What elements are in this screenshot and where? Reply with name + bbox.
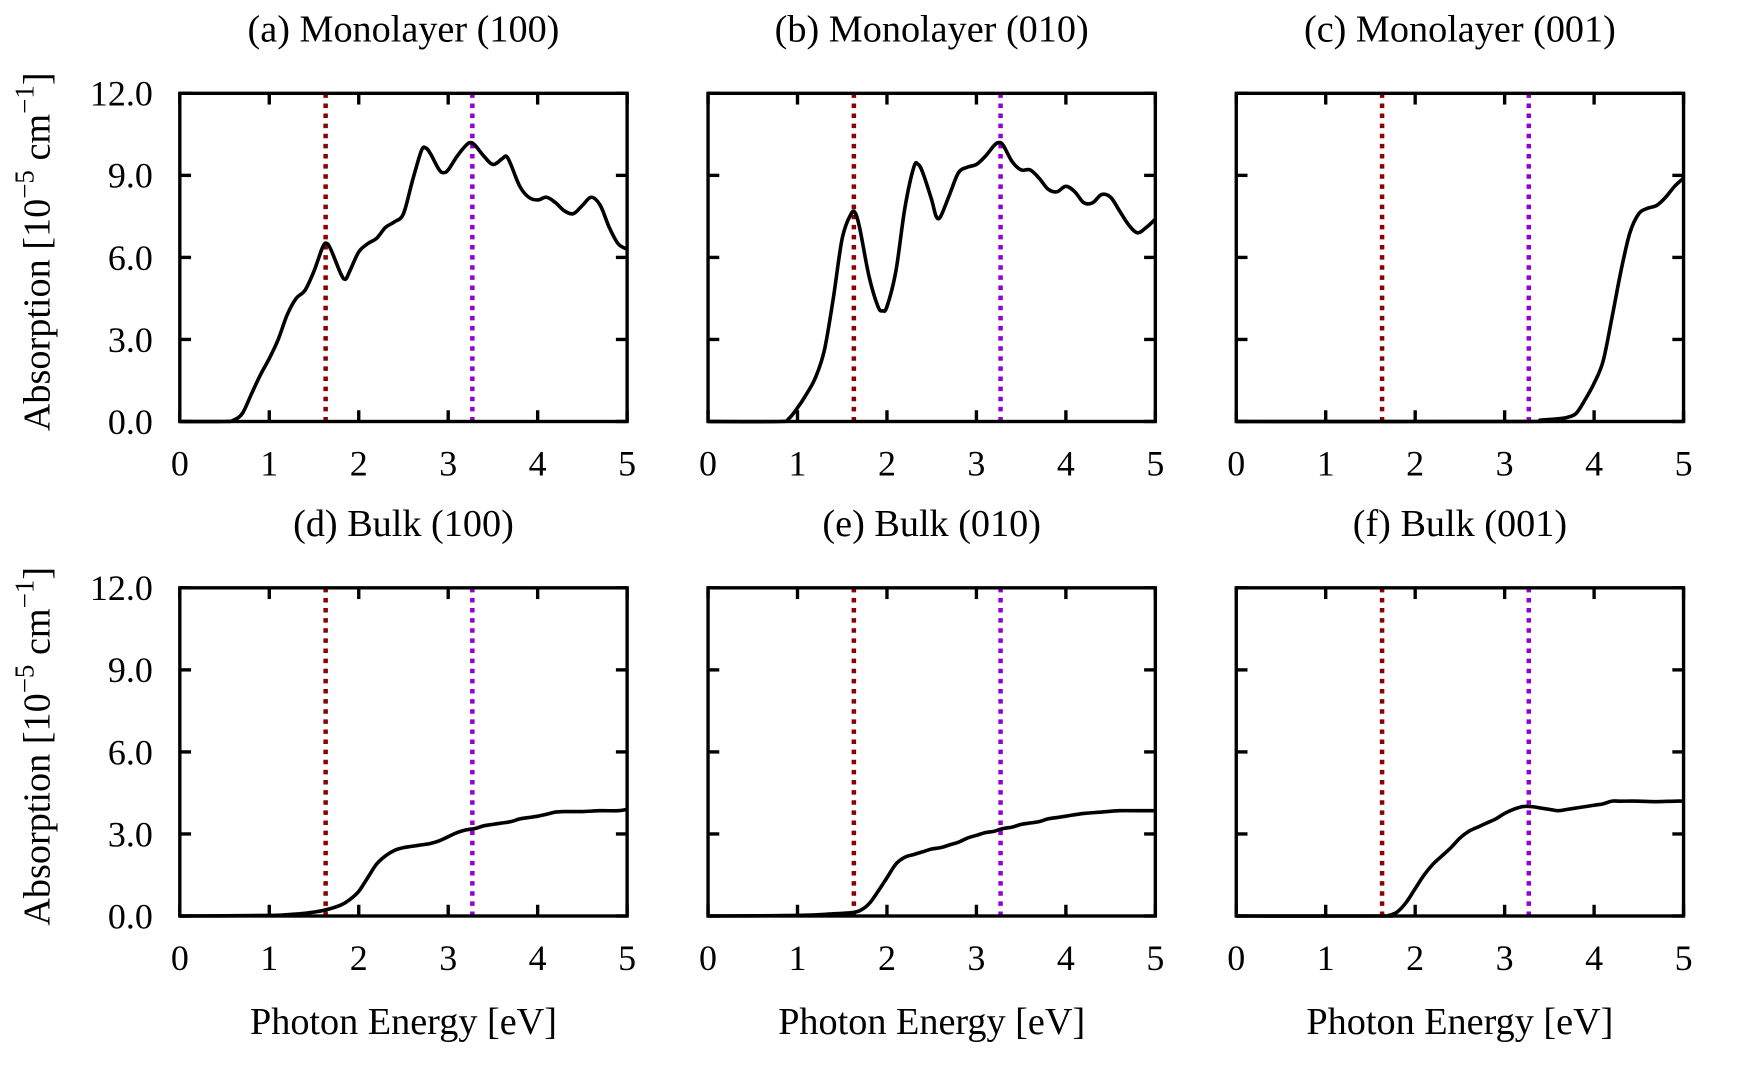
absorption-curve — [179, 140, 629, 424]
x-tick-label: 5 — [1675, 443, 1693, 483]
x-tick-label: 2 — [878, 443, 896, 483]
panel-title: (d) Bulk (100) — [293, 503, 514, 545]
plot-frame — [178, 91, 629, 424]
y-tick-label: 12.0 — [90, 568, 153, 608]
panel-title: (a) Monolayer (100) — [248, 9, 560, 51]
x-tick-label: 3 — [967, 443, 985, 483]
panel-d: (d) Bulk (100) 0 1 2 3 4 5 0.0 3.0 6.0 9.0 12.0 Abso… — [10, 503, 636, 1043]
y-axis-label-end: ] — [16, 567, 58, 580]
panel-f: (f) Bulk (001) 0 1 2 3 4 5 Photon Energy [eV] — [1227, 503, 1692, 1043]
y-axis-label-exp1: −5 — [10, 665, 40, 694]
x-tick-label: 5 — [618, 443, 636, 483]
x-tick-label: 4 — [1057, 443, 1075, 483]
panel-title: (b) Monolayer (010) — [775, 9, 1089, 51]
x-tick-label: 5 — [1146, 938, 1164, 978]
y-axis-label-mid: cm — [16, 114, 58, 171]
x-tick-label: 2 — [878, 938, 896, 978]
x-tick-label: 1 — [789, 443, 807, 483]
x-tick-label: 2 — [350, 938, 368, 978]
absorption-curve — [179, 807, 628, 918]
x-tick-label: 3 — [439, 938, 457, 978]
panel-e: (e) Bulk (010) 0 1 2 3 4 5 Photon Energy [eV] — [699, 503, 1164, 1043]
x-tick-label: 1 — [260, 443, 278, 483]
x-tick-label: 2 — [1406, 443, 1424, 483]
x-axis-label: Photon Energy [eV] — [1306, 1001, 1613, 1043]
y-axis-label-exp2: −1 — [10, 580, 40, 609]
y-axis-label: Absorption [10−5 cm−1] — [10, 567, 59, 926]
x-tick-label: 5 — [1146, 443, 1164, 483]
absorption-curve — [708, 140, 1157, 424]
y-axis-label-end: ] — [16, 72, 58, 85]
plot-frame — [1234, 586, 1686, 918]
x-tick-label: 0 — [1227, 443, 1245, 483]
x-tick-label: 4 — [1057, 938, 1075, 978]
x-tick-label: 0 — [699, 443, 717, 483]
x-tick-label: 0 — [699, 938, 717, 978]
y-tick-label: 9.0 — [108, 650, 153, 690]
x-tick-label: 3 — [967, 938, 985, 978]
x-axis-label: Photon Energy [eV] — [778, 1001, 1085, 1043]
x-tick-label: 3 — [1496, 938, 1514, 978]
y-tick-label: 3.0 — [108, 320, 153, 360]
x-tick-label: 2 — [350, 443, 368, 483]
y-tick-label: 12.0 — [90, 74, 153, 114]
y-axis-label-exp1: −5 — [10, 170, 40, 199]
y-tick-label: 0.0 — [108, 402, 153, 442]
y-tick-label: 6.0 — [108, 732, 153, 772]
y-tick-label: 6.0 — [108, 238, 153, 278]
y-axis-label: Absorption [10−5 cm−1] — [10, 72, 59, 431]
x-axis-label: Photon Energy [eV] — [250, 1001, 557, 1043]
x-tick-label: 3 — [439, 443, 457, 483]
absorption-curve — [1236, 799, 1684, 918]
x-tick-label: 2 — [1406, 938, 1424, 978]
plot-frame — [706, 586, 1158, 918]
y-axis-label-mid: cm — [16, 608, 58, 665]
x-tick-label: 0 — [171, 443, 189, 483]
x-tick-label: 3 — [1496, 443, 1514, 483]
plot-frame — [706, 91, 1158, 424]
x-tick-label: 4 — [529, 938, 547, 978]
x-tick-label: 1 — [789, 938, 807, 978]
x-tick-label: 4 — [529, 443, 547, 483]
x-tick-label: 5 — [618, 938, 636, 978]
y-axis-label-exp2: −1 — [10, 85, 40, 114]
x-tick-label: 4 — [1585, 938, 1603, 978]
absorption-curve — [1236, 176, 1685, 424]
panel-title: (f) Bulk (001) — [1353, 503, 1567, 545]
panel-title: (c) Monolayer (001) — [1304, 9, 1616, 51]
y-tick-label: 3.0 — [108, 814, 153, 854]
x-tick-label: 4 — [1585, 443, 1603, 483]
y-tick-label: 9.0 — [108, 156, 153, 196]
plot-frame — [178, 586, 629, 918]
y-axis-label-main: Absorption [10 — [16, 199, 58, 431]
panel-title: (e) Bulk (010) — [822, 503, 1041, 545]
x-tick-label: 0 — [1227, 938, 1245, 978]
x-tick-label: 1 — [1317, 938, 1335, 978]
x-tick-label: 1 — [1317, 443, 1335, 483]
panel-b: (b) Monolayer (010) 0 1 2 3 4 5 — [699, 9, 1164, 484]
y-axis-label-main: Absorption [10 — [16, 693, 58, 925]
x-tick-label: 0 — [171, 938, 189, 978]
x-tick-label: 1 — [260, 938, 278, 978]
x-tick-label: 5 — [1675, 938, 1693, 978]
panel-c: (c) Monolayer (001) 0 1 2 3 4 5 — [1227, 9, 1692, 484]
plot-frame — [1234, 91, 1686, 424]
absorption-curve — [708, 808, 1156, 918]
panel-a: (a) Monolayer (100) 0 1 2 3 4 5 0.0 3.0 6.0 9.0 12.… — [10, 9, 636, 484]
y-tick-label: 0.0 — [108, 896, 153, 936]
